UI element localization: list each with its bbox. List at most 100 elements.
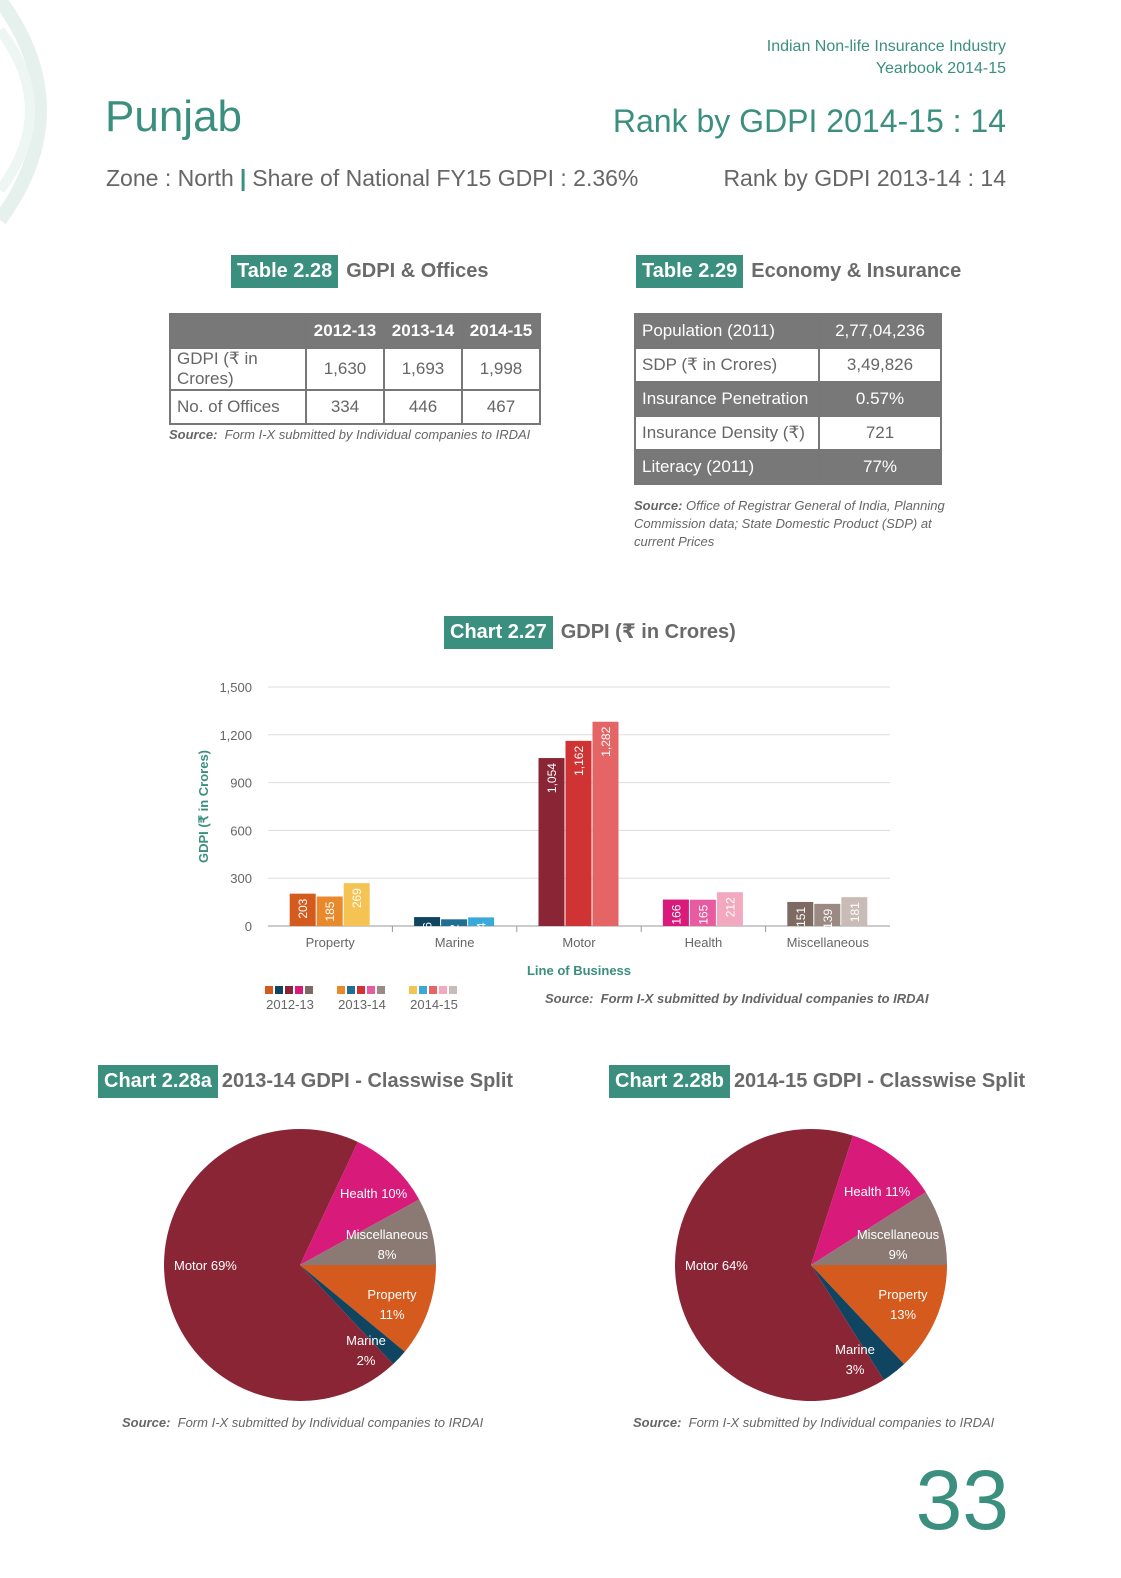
y-tick-label: 1,200 [219, 728, 252, 743]
x-tick-label: Marine [435, 935, 475, 950]
bar [316, 896, 343, 926]
bar [565, 740, 592, 926]
bar-value-label: 269 [350, 888, 364, 908]
pie-label-value: 8% [378, 1247, 397, 1262]
chart228a-title: 2013-14 GDPI - Classwise Split [221, 1070, 514, 1092]
bar [343, 883, 370, 926]
row-label: GDPI (₹ in Crores) [169, 347, 307, 391]
row-label: Literacy (2011) [634, 449, 820, 485]
table228-col: 2013-14 [383, 313, 463, 349]
table228-tag: Table 2.28 [231, 255, 339, 288]
bar [787, 901, 814, 926]
chart228b-source: Source: Form I-X submitted by Individual… [633, 1414, 994, 1432]
legend-swatch [409, 986, 417, 994]
bar-value-label: 165 [696, 904, 710, 924]
table229-tag: Table 2.29 [636, 255, 744, 288]
bar-value-label: 151 [794, 907, 808, 927]
x-axis-label: Line of Business [527, 963, 631, 978]
pie-slice [300, 1199, 436, 1265]
cell: 2,77,04,236 [818, 313, 942, 349]
legend-label: 2012-13 [266, 997, 314, 1012]
pie-slice [811, 1265, 947, 1365]
bar-value-label: 1,162 [572, 746, 586, 776]
source-text: Form I-X submitted by Individual compani… [177, 1415, 484, 1430]
cell: 1,998 [461, 347, 541, 391]
chart228a-tag: Chart 2.28a [98, 1065, 218, 1098]
cell: 334 [305, 389, 385, 425]
pie-label: Motor 64% [685, 1258, 748, 1273]
x-tick-label: Miscellaneous [787, 935, 870, 950]
legend-swatch [337, 986, 345, 994]
table-row: SDP (₹ in Crores) 3,49,826 [634, 347, 942, 383]
chart227-heading: Chart 2.27 GDPI (₹ in Crores) [444, 616, 736, 649]
bar [468, 917, 495, 926]
y-tick-label: 1,500 [219, 680, 252, 695]
legend-swatch [377, 986, 385, 994]
pie-label: Health 11% [844, 1184, 911, 1199]
cell: 1,630 [305, 347, 385, 391]
legend-label: 2013-14 [338, 997, 386, 1012]
bar-value-label: 54 [475, 922, 489, 936]
cell: 0.57% [818, 381, 942, 417]
pie-label: Miscellaneous [857, 1227, 940, 1242]
table-row: No. of Offices 334 446 467 [169, 389, 541, 425]
bar [814, 903, 841, 926]
legend-swatches [409, 982, 459, 997]
pie-slice [811, 1265, 905, 1380]
table-row: Insurance Penetration 0.57% [634, 381, 942, 417]
table229-heading: Table 2.29 Economy & Insurance [636, 255, 961, 288]
legend-swatch [449, 986, 457, 994]
pie-label: Property [878, 1287, 928, 1302]
row-label: Insurance Density (₹) [634, 415, 820, 451]
bar [441, 919, 468, 926]
legend-swatch [367, 986, 375, 994]
table228-source: Source: Form I-X submitted by Individual… [169, 426, 530, 444]
pie-slice [811, 1192, 947, 1265]
decorative-arcs [0, 0, 47, 225]
chart228a-heading: Chart 2.28a 2013-14 GDPI - Classwise Spli… [98, 1065, 513, 1098]
pie-label-value: 2% [357, 1353, 376, 1368]
share: Share of National FY15 GDPI : 2.36% [252, 165, 639, 191]
source-label: Source: [169, 427, 218, 442]
pie-label-value: 9% [889, 1247, 908, 1262]
source-label: Source: [122, 1415, 171, 1430]
zone-line: Zone : North | Share of National FY15 GDPI… [106, 165, 638, 192]
x-tick-label: Health [685, 935, 723, 950]
gdpi-bar-chart: 0 300 600 900 1,200 1,500 GDPI (₹ in Crores) Pr… [196, 680, 890, 978]
header-line1: Indian Non-life Insurance Industry [766, 38, 1006, 55]
bar-value-label: 203 [296, 898, 310, 918]
cell: 3,49,826 [818, 347, 942, 383]
pie-slice [300, 1141, 420, 1265]
table228-col: 2014-15 [461, 313, 541, 349]
bar [592, 721, 619, 926]
table229-title: Economy & Insurance [751, 260, 962, 282]
y-tick-label: 600 [230, 823, 252, 838]
bar-value-label: 1,282 [599, 726, 613, 756]
bar [716, 892, 743, 926]
legend-swatch [439, 986, 447, 994]
table228-col: 2012-13 [305, 313, 385, 349]
chart227-source: Source: Form I-X submitted by Individual… [545, 990, 929, 1008]
source-label: Source: [545, 991, 594, 1006]
bar-value-label: 166 [669, 904, 683, 924]
x-tick-label: Property [306, 935, 356, 950]
pie-slice [675, 1129, 884, 1401]
legend-swatches [265, 982, 315, 997]
bar-value-label: 42 [448, 924, 462, 938]
bar [662, 899, 689, 926]
table228-header-row: 2012-13 2013-14 2014-15 [169, 313, 541, 349]
pie-label-value: 13% [890, 1307, 916, 1322]
pie-label: Miscellaneous [346, 1227, 429, 1242]
legend-swatch [305, 986, 313, 994]
bar-value-label: 212 [723, 897, 737, 917]
legend-label: 2014-15 [410, 997, 458, 1012]
legend-item: 2014-15 [409, 982, 459, 1012]
chart227-tag: Chart 2.27 [444, 616, 553, 649]
cell: 446 [383, 389, 463, 425]
table229-source: Source: Office of Registrar General of I… [634, 497, 954, 551]
pie-label-value: 11% [379, 1307, 404, 1322]
source-text: Office of Registrar General of India, Pl… [634, 498, 945, 549]
bar [414, 917, 441, 926]
legend-swatch [419, 986, 427, 994]
row-label: No. of Offices [169, 389, 307, 425]
